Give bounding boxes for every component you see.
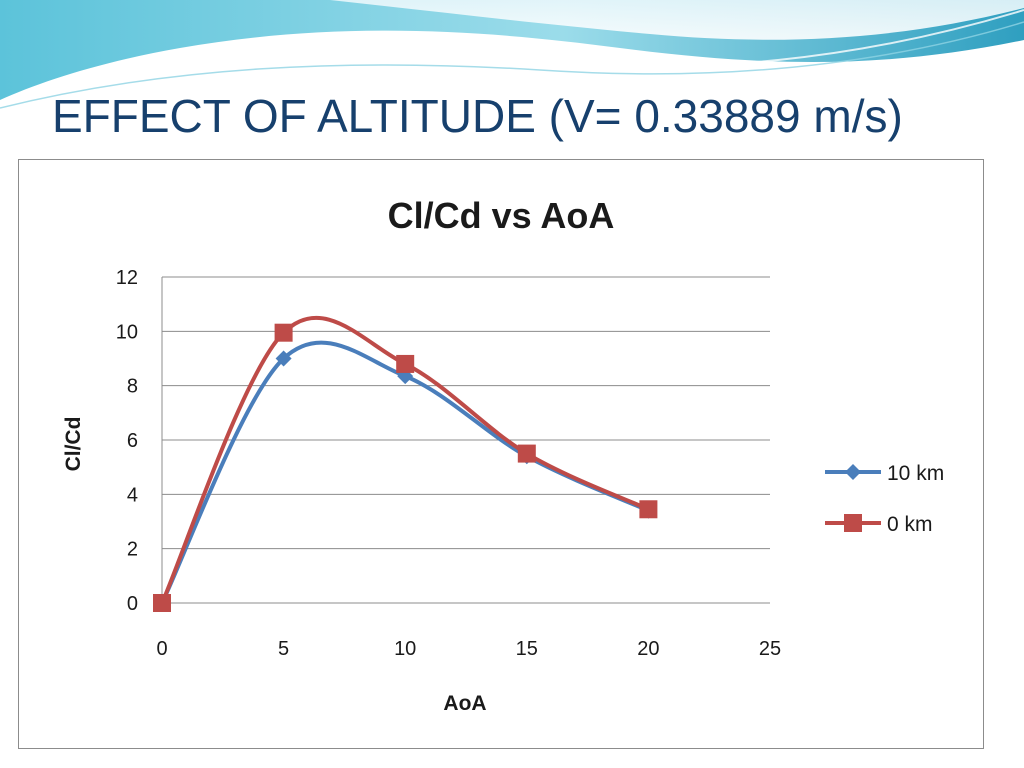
y-axis-title: Cl/Cd <box>62 417 85 472</box>
data-point <box>639 500 658 519</box>
data-point <box>517 444 536 463</box>
x-tick-label: 15 <box>516 638 538 660</box>
legend-entry: 0 km <box>825 513 933 536</box>
y-tick-label: 0 <box>127 593 138 615</box>
slide-title: EFFECT OF ALTITUDE (V= 0.33889 m/s) <box>52 90 903 142</box>
header-wave-line <box>0 21 1024 109</box>
y-tick-label: 10 <box>116 321 138 343</box>
y-tick-label: 8 <box>127 376 138 398</box>
grid-lines <box>162 276 770 604</box>
series-square <box>153 316 658 612</box>
y-tick-label: 12 <box>116 267 138 289</box>
header-wave-decoration <box>0 0 1024 109</box>
x-tick-label: 10 <box>394 638 416 660</box>
axes <box>161 277 770 604</box>
data-point <box>397 368 414 385</box>
data-point <box>275 350 292 367</box>
data-point <box>396 354 415 373</box>
y-tick-label: 4 <box>127 484 138 506</box>
data-point <box>153 594 171 612</box>
chart-area: Cl/Cd vs AoA 0 2 4 6 8 10 12 0 5 10 15 20 25 AoA Cl/… <box>18 159 984 749</box>
x-tick-label: 20 <box>637 638 659 660</box>
x-tick-label: 5 <box>278 638 289 660</box>
legend-entry: 10 km <box>825 462 944 485</box>
series-line <box>160 316 650 604</box>
x-tick-label: 25 <box>759 638 781 660</box>
x-tick-label: 0 <box>156 638 167 660</box>
data-point <box>274 323 293 342</box>
legend-label: 10 km <box>887 462 944 485</box>
series-layer <box>153 316 658 612</box>
header-wave-highlight <box>330 0 1024 40</box>
y-tick-label: 2 <box>127 539 138 561</box>
tick-labels: 0 2 4 6 8 10 12 0 5 10 15 20 25 <box>116 267 781 660</box>
chart-title: Cl/Cd vs AoA <box>388 195 615 236</box>
x-axis-title: AoA <box>443 692 486 715</box>
legend-swatch-marker <box>844 514 862 532</box>
legend-label: 0 km <box>887 513 933 536</box>
header-wave-line <box>0 9 1024 103</box>
chart-svg: Cl/Cd vs AoA 0 2 4 6 8 10 12 0 5 10 15 20 25 AoA Cl/… <box>62 195 944 715</box>
legend: 10 km 0 km <box>825 462 944 536</box>
series-diamond <box>154 340 657 611</box>
legend-swatch-marker <box>845 464 861 480</box>
y-tick-label: 6 <box>127 430 138 452</box>
